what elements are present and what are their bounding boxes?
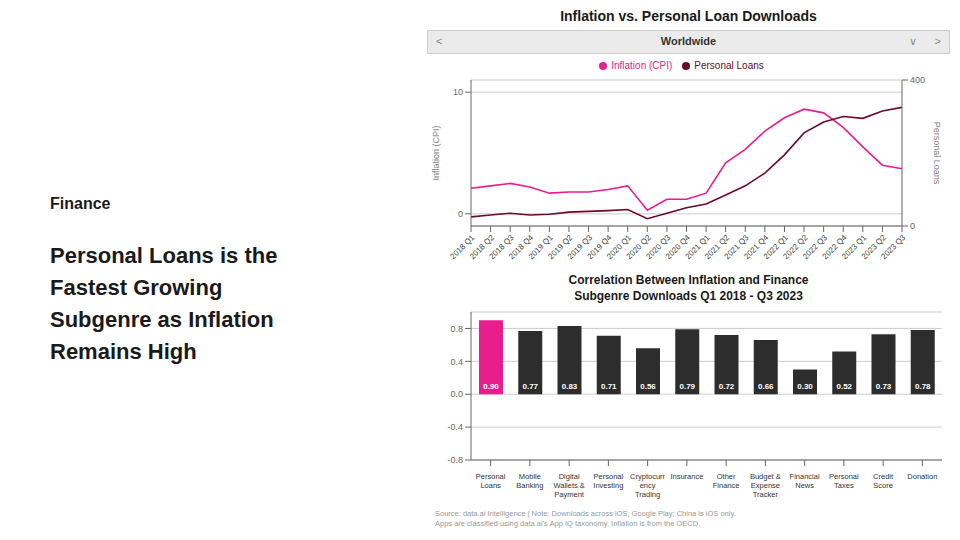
svg-text:2019 Q1: 2019 Q1 [526, 233, 555, 262]
svg-text:2018 Q4: 2018 Q4 [507, 233, 536, 262]
svg-text:2019 Q2: 2019 Q2 [546, 233, 575, 262]
svg-text:0.30: 0.30 [797, 382, 813, 391]
svg-text:2022 Q3: 2022 Q3 [801, 233, 830, 262]
svg-text:0: 0 [910, 221, 915, 231]
svg-text:0.83: 0.83 [562, 382, 578, 391]
svg-text:2021 Q3: 2021 Q3 [722, 233, 751, 262]
svg-text:MobileBanking: MobileBanking [516, 472, 543, 490]
svg-text:Donation: Donation [907, 472, 937, 481]
html-text:Finance: Finance [50, 195, 111, 212]
svg-text:2021 Q2: 2021 Q2 [703, 233, 732, 262]
svg-text:CreditScore: CreditScore [873, 472, 894, 490]
svg-text:-0.8: -0.8 [447, 455, 463, 465]
svg-text:DigitalWallets &Payment: DigitalWallets &Payment [553, 472, 584, 499]
svg-text:Personal Loans: Personal Loans [932, 122, 942, 185]
svg-text:Budget &ExpenseTracker: Budget &ExpenseTracker [750, 472, 781, 499]
svg-text:2020 Q2: 2020 Q2 [624, 233, 653, 262]
svg-text:0.0: 0.0 [450, 389, 463, 399]
svg-text:2023 Q2: 2023 Q2 [859, 233, 888, 262]
svg-text:2018 Q1: 2018 Q1 [448, 233, 477, 262]
svg-text:2021 Q4: 2021 Q4 [742, 233, 771, 262]
html-text:Personal Loans is the Fastest: Personal Loans is the Fastest Growing Su… [50, 243, 278, 364]
svg-text:2019 Q4: 2019 Q4 [585, 233, 614, 262]
svg-text:0.8: 0.8 [450, 324, 463, 334]
svg-text:PersonalTaxes: PersonalTaxes [829, 472, 859, 490]
svg-text:2020 Q4: 2020 Q4 [663, 233, 692, 262]
svg-text:0.77: 0.77 [522, 382, 538, 391]
html-text:Personal Loans: Personal Loans [694, 60, 764, 71]
svg-text:-0.4: -0.4 [447, 422, 463, 432]
svg-text:2020 Q1: 2020 Q1 [605, 233, 634, 262]
svg-text:400: 400 [910, 75, 925, 85]
svg-text:Insurance: Insurance [670, 472, 703, 481]
html-text:Worldwide: Worldwide [660, 35, 717, 47]
svg-text:0.71: 0.71 [601, 382, 617, 391]
svg-text:PersonalInvesting: PersonalInvesting [593, 472, 623, 490]
svg-text:2023 Q3: 2023 Q3 [879, 233, 907, 261]
html-text:Correlation Between Inflation: Correlation Between Inflation and Financ… [568, 273, 809, 303]
svg-text:0.72: 0.72 [719, 382, 735, 391]
html-text:Inflation (CPI): Inflation (CPI) [611, 60, 673, 71]
svg-text:Inflation (CPI): Inflation (CPI) [431, 125, 441, 180]
svg-text:10: 10 [453, 87, 463, 97]
svg-text:0.79: 0.79 [679, 382, 695, 391]
svg-text:2018 Q2: 2018 Q2 [467, 233, 496, 262]
svg-text:2020 Q3: 2020 Q3 [644, 233, 673, 262]
svg-text:2023 Q1: 2023 Q1 [840, 233, 869, 262]
svg-text:0.56: 0.56 [640, 382, 656, 391]
svg-text:0.73: 0.73 [876, 382, 892, 391]
svg-text:2019 Q3: 2019 Q3 [565, 233, 594, 262]
svg-text:0: 0 [458, 209, 463, 219]
svg-text:2021 Q1: 2021 Q1 [683, 233, 712, 262]
svg-text:2022 Q1: 2022 Q1 [761, 233, 790, 262]
svg-text:CryptocurrencyTrading: CryptocurrencyTrading [630, 472, 666, 499]
svg-text:2022 Q2: 2022 Q2 [781, 233, 810, 262]
html-text:Source: data.ai Intelligence |: Source: data.ai Intelligence | Note: Dow… [435, 509, 736, 528]
svg-text:0.78: 0.78 [915, 382, 931, 391]
svg-text:OtherFinance: OtherFinance [713, 472, 740, 490]
svg-text:0.4: 0.4 [450, 357, 463, 367]
svg-text:2018 Q3: 2018 Q3 [487, 233, 516, 262]
svg-text:PersonalLoans: PersonalLoans [476, 472, 506, 490]
svg-text:2022 Q4: 2022 Q4 [820, 233, 849, 262]
svg-text:0.90: 0.90 [483, 382, 499, 391]
svg-text:FinancialNews: FinancialNews [790, 472, 820, 490]
svg-text:0.52: 0.52 [836, 382, 852, 391]
svg-text:0.66: 0.66 [758, 382, 774, 391]
html-text:Inflation vs. Personal Loan Do: Inflation vs. Personal Loan Downloads [560, 8, 817, 24]
